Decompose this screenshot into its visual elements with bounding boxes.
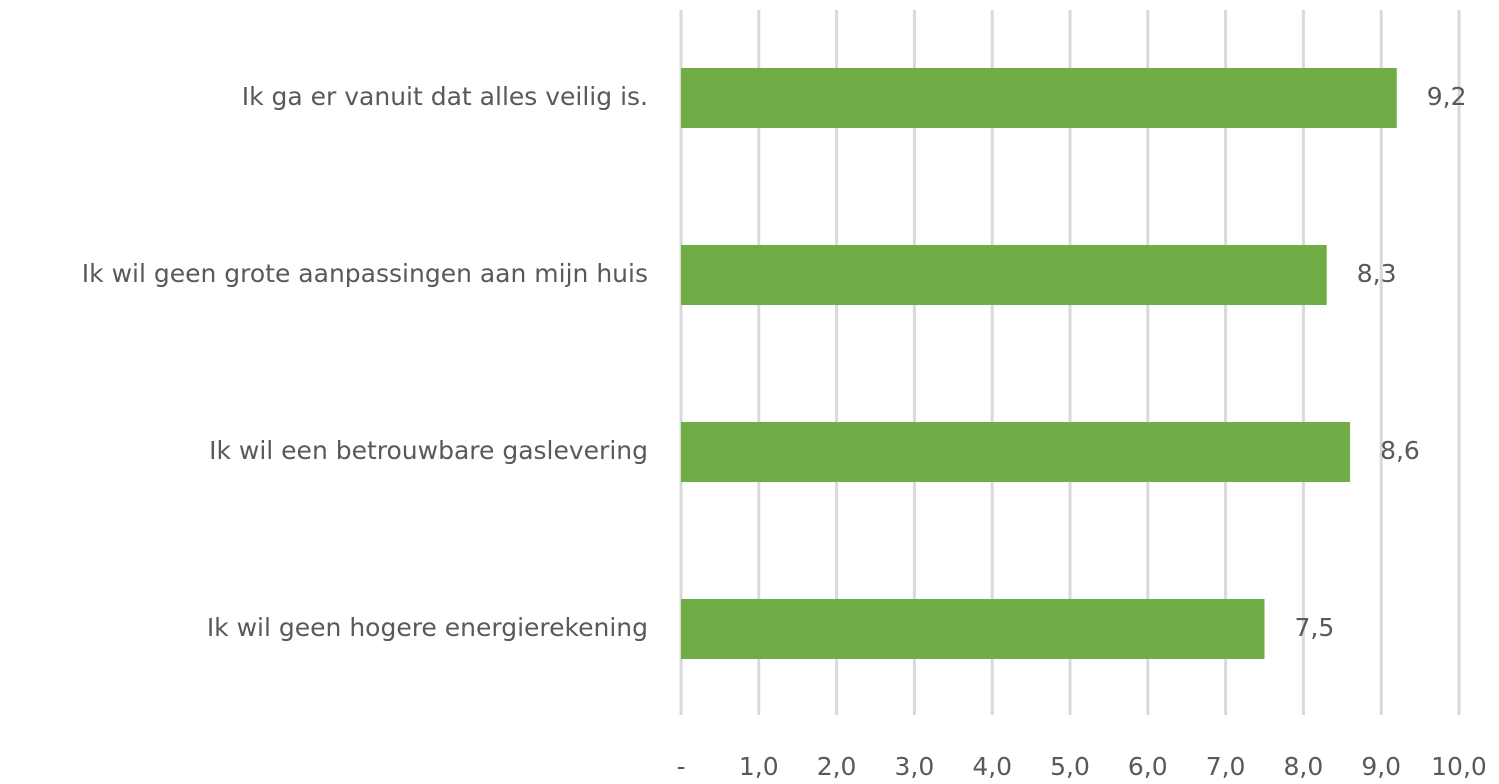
x-tick-label: 6,0: [1128, 752, 1168, 780]
x-tick-label: 7,0: [1206, 752, 1246, 780]
category-label: Ik wil geen grote aanpassingen aan mijn …: [82, 259, 648, 288]
x-tick-label: 1,0: [739, 752, 779, 780]
x-tick-label: 8,0: [1284, 752, 1324, 780]
x-tick-label: -: [676, 752, 685, 780]
x-tick-label: 5,0: [1050, 752, 1090, 780]
bar: [681, 599, 1265, 659]
bar: [681, 68, 1397, 128]
value-label: 9,2: [1427, 82, 1467, 111]
bar: [681, 422, 1351, 482]
x-tick-label: 9,0: [1361, 752, 1401, 780]
bar: [681, 245, 1327, 305]
value-label: 8,6: [1380, 436, 1420, 465]
x-tick-label: 4,0: [972, 752, 1012, 780]
x-tick-label: 2,0: [817, 752, 857, 780]
value-label: 7,5: [1295, 613, 1335, 642]
x-tick-label: 10,0: [1431, 752, 1487, 780]
value-label: 8,3: [1357, 259, 1397, 288]
category-label: Ik ga er vanuit dat alles veilig is.: [242, 82, 648, 111]
category-label: Ik wil een betrouwbare gaslevering: [209, 436, 648, 465]
category-label: Ik wil geen hogere energierekening: [207, 613, 648, 642]
x-tick-label: 3,0: [895, 752, 935, 780]
